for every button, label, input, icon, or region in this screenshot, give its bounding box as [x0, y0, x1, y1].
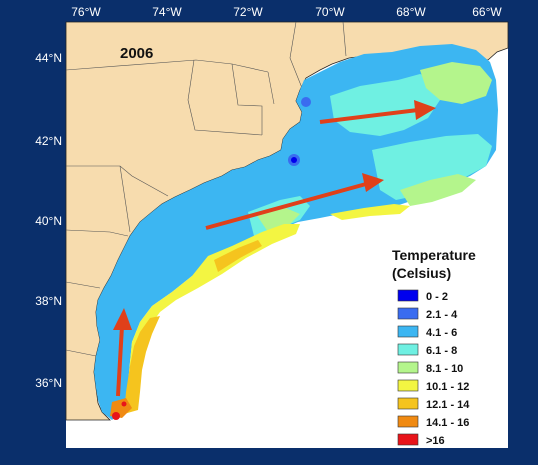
lon-label: 76°W [71, 5, 101, 19]
legend-items: 0 - 2 2.1 - 4 4.1 - 6 6.1 - 8 8.1 - 10 10.1 -… [397, 289, 470, 447]
legend-title-line2: (Celsius) [392, 265, 451, 281]
legend-swatch [397, 397, 419, 410]
legend-swatch [397, 361, 419, 374]
lon-label: 66°W [472, 5, 502, 19]
temperature-field [94, 44, 498, 420]
arrow-shelf [205, 182, 367, 230]
lat-label: 36°N [35, 376, 62, 390]
legend-label: 4.1 - 6 [426, 327, 457, 339]
legend-swatch [397, 307, 419, 320]
lat-label: 40°N [35, 214, 62, 228]
legend-label: 14.1 - 16 [426, 417, 469, 429]
state-boundaries [65, 21, 347, 357]
latitude-labels: 44°N 42°N 40°N 38°N 36°N [35, 51, 62, 390]
legend-label: 2.1 - 4 [426, 309, 458, 321]
flow-arrows [113, 100, 436, 397]
legend-swatch [397, 325, 419, 338]
lon-label: 72°W [233, 5, 263, 19]
legend-swatch [397, 433, 419, 446]
legend-title-line1: Temperature [392, 247, 476, 263]
legend-swatch [397, 415, 419, 428]
arrow-gulf-of-maine-head [414, 100, 436, 120]
longitude-labels: 76°W 74°W 72°W 70°W 68°W 66°W [71, 5, 502, 19]
lat-label: 44°N [35, 51, 62, 65]
arrow-shelf-head [362, 173, 384, 192]
lat-label: 38°N [35, 294, 62, 308]
legend-swatch [397, 379, 419, 392]
legend-swatch [397, 343, 419, 356]
arrow-gulf-of-maine [319, 108, 419, 124]
arrow-south [116, 325, 124, 397]
lon-label: 70°W [315, 5, 345, 19]
year-label: 2006 [120, 45, 153, 62]
legend-label: 10.1 - 12 [426, 381, 469, 393]
arrow-south-head [113, 308, 132, 330]
legend: Temperature (Celsius) 0 - 2 2.1 - 4 4.1 - … [392, 247, 476, 447]
legend-label: 12.1 - 14 [426, 399, 470, 411]
legend-label: 8.1 - 10 [426, 363, 463, 375]
legend-swatch [397, 289, 419, 302]
legend-label: 0 - 2 [426, 291, 448, 303]
lat-label: 42°N [35, 134, 62, 148]
lon-label: 68°W [396, 5, 426, 19]
lon-label: 74°W [152, 5, 182, 19]
legend-label: 6.1 - 8 [426, 345, 457, 357]
legend-label: >16 [426, 435, 445, 447]
